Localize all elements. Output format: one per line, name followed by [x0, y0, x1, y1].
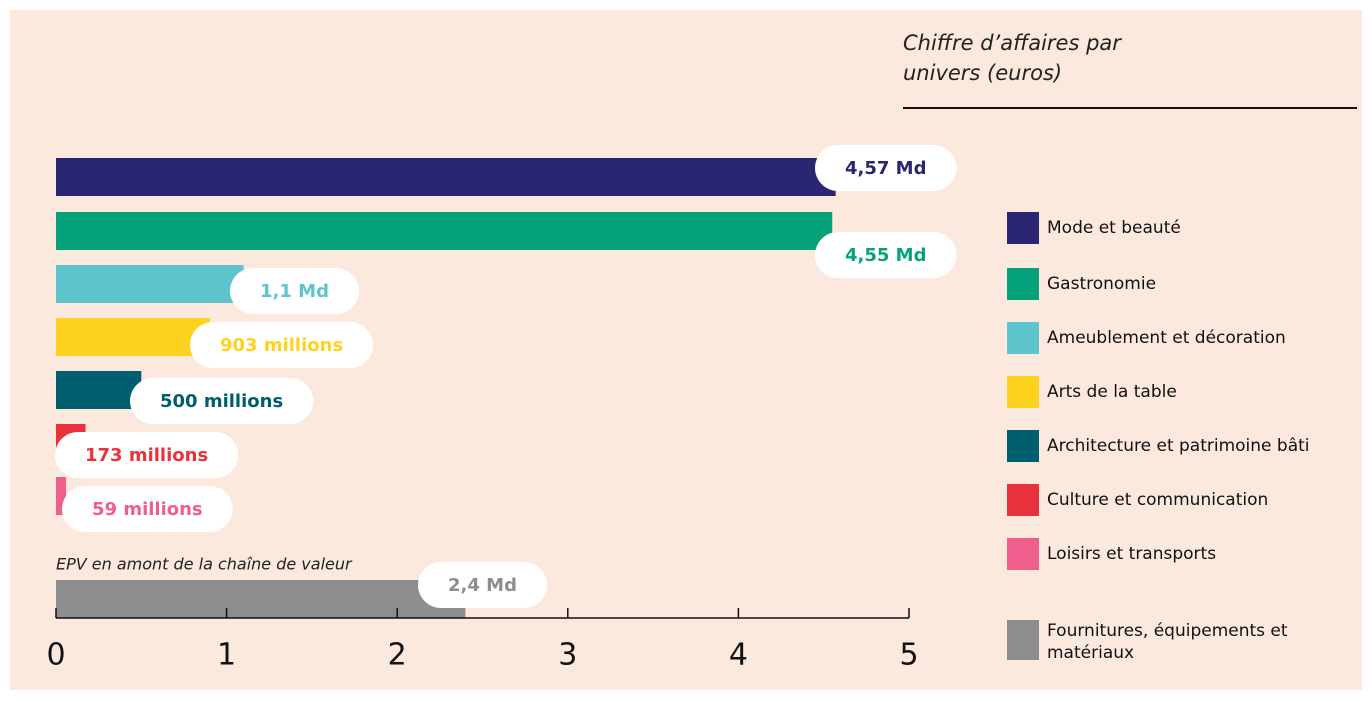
bar [56, 158, 836, 196]
legend-label: Gastronomie [1047, 274, 1157, 294]
legend-item: Mode et beauté [1007, 212, 1347, 244]
bar [56, 265, 244, 303]
legend-item: Arts de la table [1007, 376, 1347, 408]
x-tick-label: 1 [217, 638, 236, 673]
value-label-pill [190, 322, 374, 368]
x-tick-label: 2 [388, 638, 407, 673]
value-label: 4,57 Md [845, 158, 926, 179]
bar [56, 212, 833, 250]
value-label: 173 millions [85, 445, 208, 466]
legend-label: Culture et communication [1047, 490, 1269, 510]
value-label: 500 millions [160, 391, 283, 412]
legend-swatch [1007, 212, 1039, 244]
legend-label: Ameublement et décoration [1047, 328, 1286, 348]
legend-label: Mode et beauté [1047, 218, 1181, 238]
bar [56, 371, 142, 409]
bar [56, 477, 67, 515]
value-label: 2,4 Md [448, 575, 517, 596]
bar [56, 580, 466, 618]
legend-swatch [1007, 430, 1039, 462]
legend-item: Architecture et patrimoine bâti [1007, 430, 1347, 462]
legend-swatch [1007, 376, 1039, 408]
legend-swatch [1007, 484, 1039, 516]
value-label: 903 millions [220, 335, 343, 356]
value-label: 4,55 Md [845, 245, 926, 266]
legend-swatch [1007, 538, 1039, 570]
legend-item: Gastronomie [1007, 268, 1347, 300]
value-label-pill [55, 432, 239, 478]
value-label-pill [130, 378, 314, 424]
value-label-pill [815, 145, 957, 191]
value-label: 1,1 Md [260, 281, 329, 302]
annotation: EPV en amont de la chaîne de valeur [56, 555, 353, 574]
legend-item: Ameublement et décoration [1007, 322, 1347, 354]
x-tick-label: 4 [729, 638, 748, 673]
legend-swatch [1007, 322, 1039, 354]
legend-item: Loisirs et transports [1007, 538, 1347, 570]
legend-swatch [1007, 620, 1039, 660]
title-rule [903, 107, 1357, 109]
legend-item: Fournitures, équipements et matériaux [1007, 620, 1317, 664]
chart-title: Chiffre d’affaires par univers (euros) [903, 31, 1121, 85]
value-label-pill [418, 562, 547, 608]
legend-label: Fournitures, équipements et matériaux [1047, 621, 1288, 663]
value-label-pill [815, 232, 957, 278]
x-tick-label: 3 [558, 638, 577, 673]
x-tick-label: 0 [46, 638, 65, 673]
legend-label: Arts de la table [1047, 382, 1177, 402]
bar [56, 318, 211, 356]
legend-label: Architecture et patrimoine bâti [1047, 436, 1310, 456]
value-label-pill [230, 268, 359, 314]
legend-item: Culture et communication [1007, 484, 1347, 516]
value-label: 59 millions [92, 499, 203, 520]
value-label-pill [62, 486, 233, 532]
x-tick-label: 5 [899, 638, 918, 673]
legend-label: Loisirs et transports [1047, 544, 1217, 564]
legend-swatch [1007, 268, 1039, 300]
